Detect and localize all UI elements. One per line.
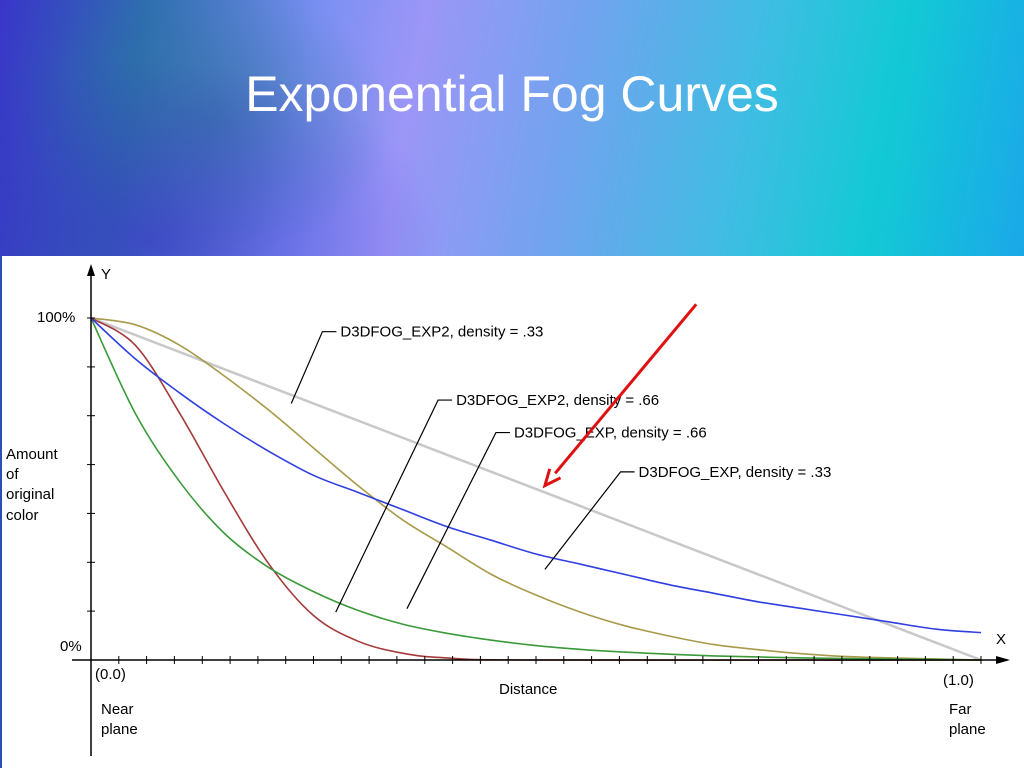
callout-label-1: D3DFOG_EXP2, density = .33 xyxy=(340,324,543,341)
axes-layer xyxy=(72,264,1010,756)
linear-reference-line xyxy=(90,316,982,662)
fog-chart-figure: D3DFOG_EXP2, density = .33 D3DFOG_EXP2, d… xyxy=(0,256,1024,768)
y-axis-label-line-2: of xyxy=(6,466,19,483)
series-line-4 xyxy=(90,317,982,634)
slide-header-banner: Exponential Fog Curves xyxy=(0,0,1024,256)
callouts-layer: D3DFOG_EXP2, density = .33 D3DFOG_EXP2, d… xyxy=(290,324,832,613)
x-axis-label: Distance xyxy=(499,681,558,698)
callout-leader-3 xyxy=(406,431,510,609)
red-arrow-shaft xyxy=(554,303,698,475)
slide-left-edge xyxy=(0,256,2,768)
near-plane-line-1: Near xyxy=(101,701,134,718)
y-axis-label-line-4: color xyxy=(6,507,39,524)
far-plane-line-2: plane xyxy=(949,721,986,738)
y-axis-label-line-1: Amount xyxy=(6,446,58,463)
x-axis-name: X xyxy=(996,631,1007,648)
slide-title: Exponential Fog Curves xyxy=(245,66,779,122)
red-arrow-head xyxy=(542,468,562,489)
y-axis-name: Y xyxy=(101,266,112,283)
near-plane-line-2: plane xyxy=(101,721,138,738)
y-tick-0: 0% xyxy=(60,638,82,655)
callout-label-4: D3DFOG_EXP, density = .33 xyxy=(639,464,832,481)
x-start-label: (0.0) xyxy=(95,666,126,683)
x-end-label: (1.0) xyxy=(943,672,974,689)
overlay-layer xyxy=(90,316,982,662)
callout-leader-2 xyxy=(335,399,453,613)
series-layer xyxy=(90,317,982,661)
fog-chart-svg: D3DFOG_EXP2, density = .33 D3DFOG_EXP2, d… xyxy=(72,264,1010,756)
callout-leader-1 xyxy=(290,331,337,404)
callout-label-3: D3DFOG_EXP, density = .66 xyxy=(514,425,707,442)
x-axis-arrowhead xyxy=(996,656,1010,664)
y-tick-100: 100% xyxy=(37,309,76,326)
y-axis-label-line-3: original xyxy=(6,486,55,503)
callout-leader-4 xyxy=(544,471,635,570)
far-plane-line-1: Far xyxy=(949,701,972,718)
callout-label-2: D3DFOG_EXP2, density = .66 xyxy=(456,392,659,409)
y-axis-arrowhead xyxy=(87,264,95,276)
series-line-3 xyxy=(90,317,982,661)
annotation-arrow-layer xyxy=(542,303,698,489)
series-line-1 xyxy=(90,317,982,661)
